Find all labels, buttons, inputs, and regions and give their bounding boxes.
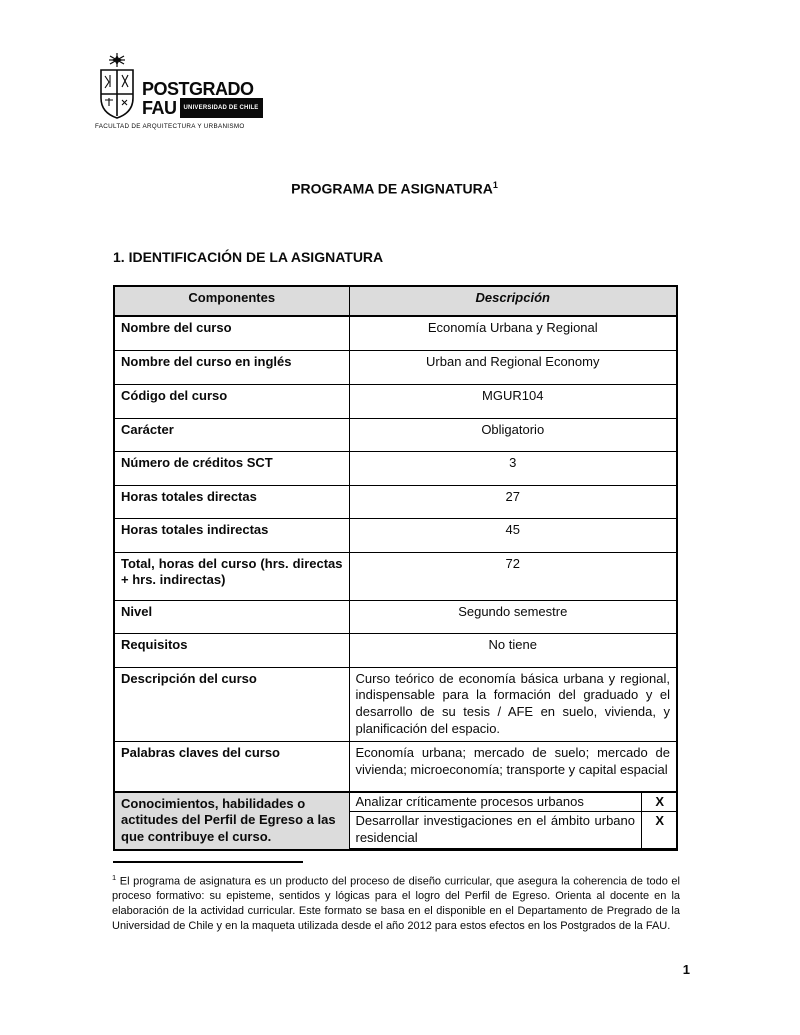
document-title-text: PROGRAMA DE ASIGNATURA [291, 180, 493, 197]
row-value: Curso teórico de economía básica urbana … [348, 666, 678, 743]
header-componentes: Componentes [113, 285, 350, 317]
row-label: Conocimientos, habilidades o actitudes d… [113, 790, 350, 851]
table-header-row: Componentes Descripción [113, 285, 678, 317]
profile-item-text: Desarrollar investigaciones en el ámbito… [349, 811, 642, 850]
footnote-text: 1 El programa de asignatura es un produc… [112, 873, 680, 934]
profile-items-table: Analizar críticamente procesos urbanos X… [349, 792, 678, 850]
row-value: Urban and Regional Economy [348, 349, 678, 385]
row-label: Descripción del curso [113, 666, 350, 743]
profile-item-row: Analizar críticamente procesos urbanos X [349, 792, 678, 813]
profile-items-cell: Analizar críticamente procesos urbanos X… [348, 790, 678, 851]
university-crest-icon [100, 53, 134, 119]
profile-item-row: Desarrollar investigaciones en el ámbito… [349, 811, 678, 850]
row-label: Código del curso [113, 383, 350, 419]
header-descripcion: Descripción [348, 285, 678, 317]
table-row: Nombre del curso en inglés Urban and Reg… [113, 349, 678, 385]
row-value: MGUR104 [348, 383, 678, 419]
row-value: 72 [348, 551, 678, 601]
footnote-separator [113, 861, 303, 863]
logo-top: POSTGRADO FAU UNIVERSIDAD DE CHILE [95, 52, 263, 120]
logo-university-badge: UNIVERSIDAD DE CHILE [179, 98, 263, 118]
row-label: Horas totales directas [113, 484, 350, 519]
row-value: Economía Urbana y Regional [348, 315, 678, 351]
row-value: 45 [348, 517, 678, 553]
logo-fau-row: FAU UNIVERSIDAD DE CHILE [142, 98, 263, 118]
university-logo: POSTGRADO FAU UNIVERSIDAD DE CHILE FACUL… [95, 52, 263, 130]
row-value: Obligatorio [348, 417, 678, 452]
table-row: Requisitos No tiene [113, 632, 678, 668]
row-value: Segundo semestre [348, 599, 678, 634]
title-footnote-ref: 1 [492, 180, 498, 190]
table-row: Palabras claves del curso Economía urban… [113, 741, 678, 793]
table-row: Código del curso MGUR104 [113, 383, 678, 419]
table-row-profile: Conocimientos, habilidades o actitudes d… [113, 790, 678, 851]
table-row: Nivel Segundo semestre [113, 599, 678, 634]
table-row: Horas totales indirectas 45 [113, 517, 678, 553]
table-row: Carácter Obligatorio [113, 417, 678, 452]
row-label: Carácter [113, 417, 350, 452]
row-value: No tiene [348, 632, 678, 668]
row-label: Nombre del curso [113, 315, 350, 351]
footnote-body: El programa de asignatura es un producto… [112, 875, 680, 932]
section-heading: 1. IDENTIFICACIÓN DE LA ASIGNATURA [113, 249, 384, 265]
table-row: Número de créditos SCT 3 [113, 450, 678, 486]
page-number: 1 [682, 962, 690, 977]
table-row: Descripción del curso Curso teórico de e… [113, 666, 678, 743]
row-label: Total, horas del curso (hrs. directas + … [113, 551, 350, 601]
row-label: Requisitos [113, 632, 350, 668]
profile-item-mark: X [641, 811, 678, 850]
logo-postgrado-label: POSTGRADO [142, 79, 254, 99]
logo-fau-label: FAU [142, 98, 177, 118]
logo-text: POSTGRADO FAU UNIVERSIDAD DE CHILE [142, 80, 263, 120]
footnote-ref: 1 [112, 873, 117, 882]
row-value: Economía urbana; mercado de suelo; merca… [348, 741, 678, 793]
row-label: Nivel [113, 599, 350, 634]
row-label: Palabras claves del curso [113, 741, 350, 793]
profile-item-text: Analizar críticamente procesos urbanos [349, 792, 642, 813]
identification-table: Componentes Descripción Nombre del curso… [113, 285, 678, 852]
row-label: Nombre del curso en inglés [113, 349, 350, 385]
table-row: Total, horas del curso (hrs. directas + … [113, 551, 678, 601]
row-label: Horas totales indirectas [113, 517, 350, 553]
logo-faculty-label: FACULTAD DE ARQUITECTURA Y URBANISMO [95, 123, 245, 130]
document-title: PROGRAMA DE ASIGNATURA1 [113, 180, 676, 197]
table-row: Nombre del curso Economía Urbana y Regio… [113, 315, 678, 351]
profile-item-mark: X [641, 792, 678, 813]
row-label: Número de créditos SCT [113, 450, 350, 486]
row-value: 27 [348, 484, 678, 519]
row-value: 3 [348, 450, 678, 486]
table-row: Horas totales directas 27 [113, 484, 678, 519]
